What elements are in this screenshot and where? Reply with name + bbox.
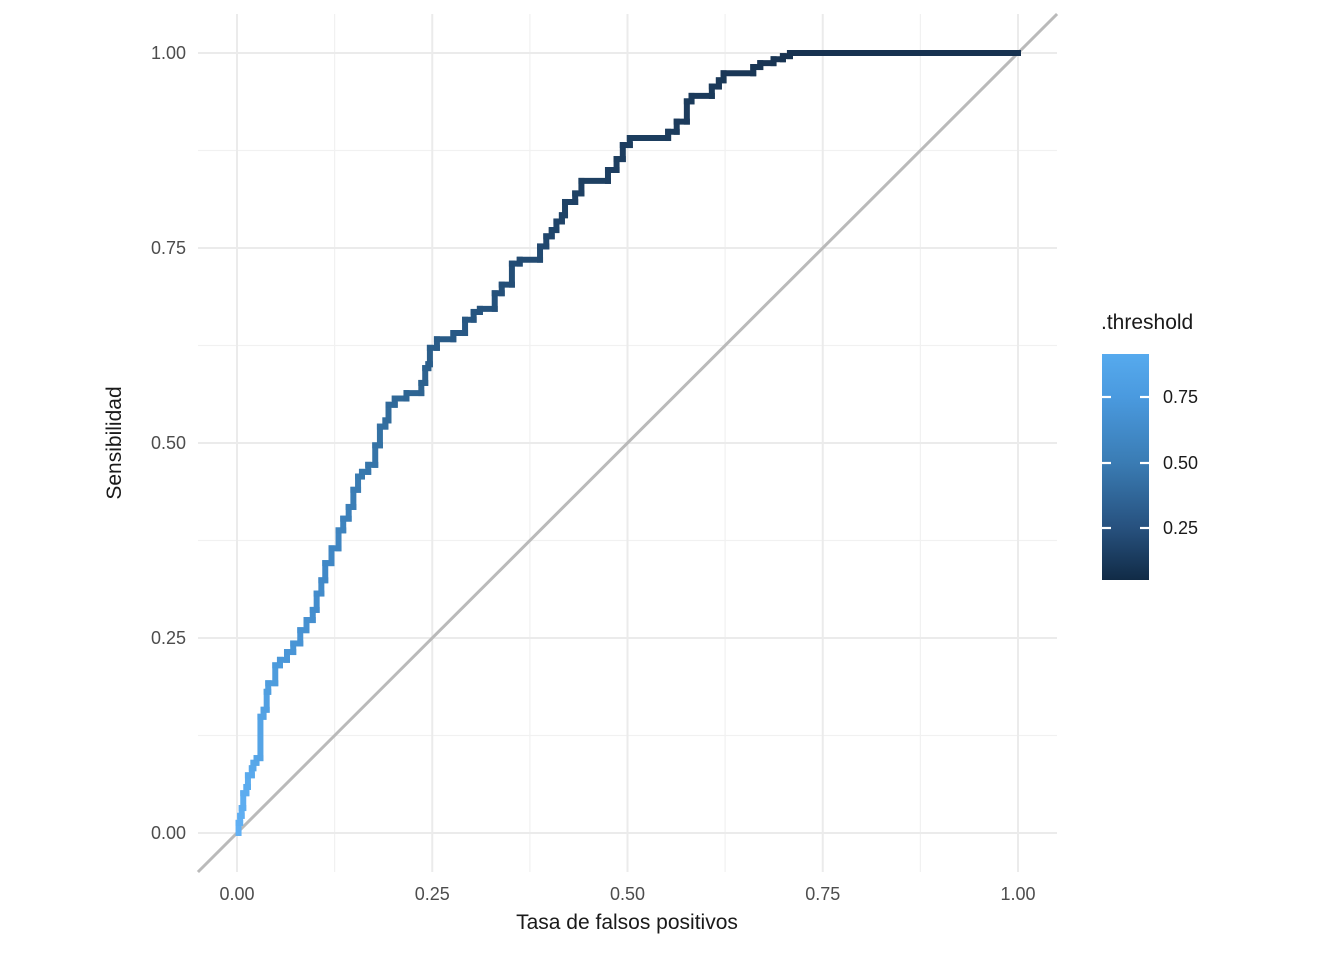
- y-tick-label: 0.00: [150, 823, 186, 843]
- x-tick-label: 0.75: [805, 884, 841, 904]
- y-tick-label: 0.50: [150, 433, 186, 453]
- y-tick-label: 1.00: [150, 43, 186, 63]
- x-tick-label: 1.00: [1000, 884, 1036, 904]
- legend-tick-label: 0.25: [1163, 518, 1199, 538]
- roc-curve-path: [235, 50, 1021, 836]
- legend-colorbar: [1102, 354, 1149, 580]
- x-axis-title: Tasa de falsos positivos: [516, 911, 738, 934]
- x-tick-label: 0.00: [219, 884, 255, 904]
- diagonal-reference-line: [196, 12, 1059, 874]
- x-tick-label: 0.50: [609, 884, 646, 904]
- x-tick-label: 0.25: [414, 884, 450, 904]
- y-tick-label: 0.75: [150, 238, 186, 258]
- y-tick-label: 0.25: [150, 628, 186, 648]
- legend-tick-label: 0.50: [1163, 453, 1199, 473]
- legend-title: .threshold: [1101, 311, 1194, 334]
- legend-tick-label: 0.75: [1163, 387, 1199, 407]
